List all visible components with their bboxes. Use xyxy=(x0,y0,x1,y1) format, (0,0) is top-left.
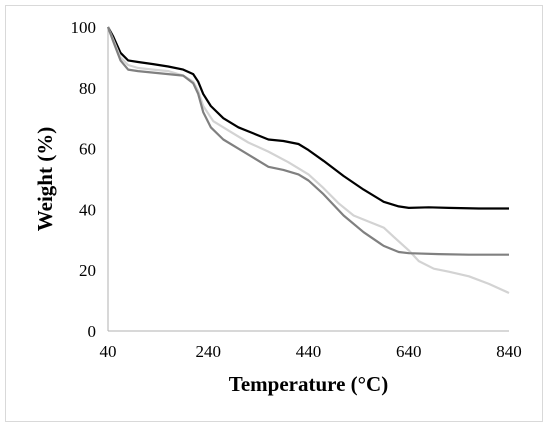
y-tick-label: 80 xyxy=(79,79,96,98)
series-line-2 xyxy=(106,26,510,295)
plot-area: 0 20 40 60 80 100 40 240 440 640 840 xyxy=(71,18,522,361)
y-axis-title: Weight (%) xyxy=(33,127,57,231)
y-tick-label: 40 xyxy=(79,200,96,219)
x-tick-label: 240 xyxy=(196,342,222,361)
y-tick-label: 0 xyxy=(88,322,97,341)
series-line-3 xyxy=(106,26,509,256)
y-tick-label: 20 xyxy=(79,261,96,280)
x-axis-title: Temperature (°C) xyxy=(229,372,388,396)
y-tick-labels: 0 20 40 60 80 100 xyxy=(71,18,97,341)
y-tick-label: 100 xyxy=(71,18,97,37)
x-tick-label: 440 xyxy=(296,342,322,361)
x-tick-labels: 40 240 440 640 840 xyxy=(100,342,522,361)
series-line-1 xyxy=(107,26,509,210)
x-tick-label: 40 xyxy=(100,342,117,361)
y-tick-label: 60 xyxy=(79,140,96,159)
series-lines xyxy=(106,26,510,295)
x-tick-label: 840 xyxy=(496,342,522,361)
chart-frame xyxy=(5,5,543,422)
x-tick-label: 640 xyxy=(396,342,422,361)
